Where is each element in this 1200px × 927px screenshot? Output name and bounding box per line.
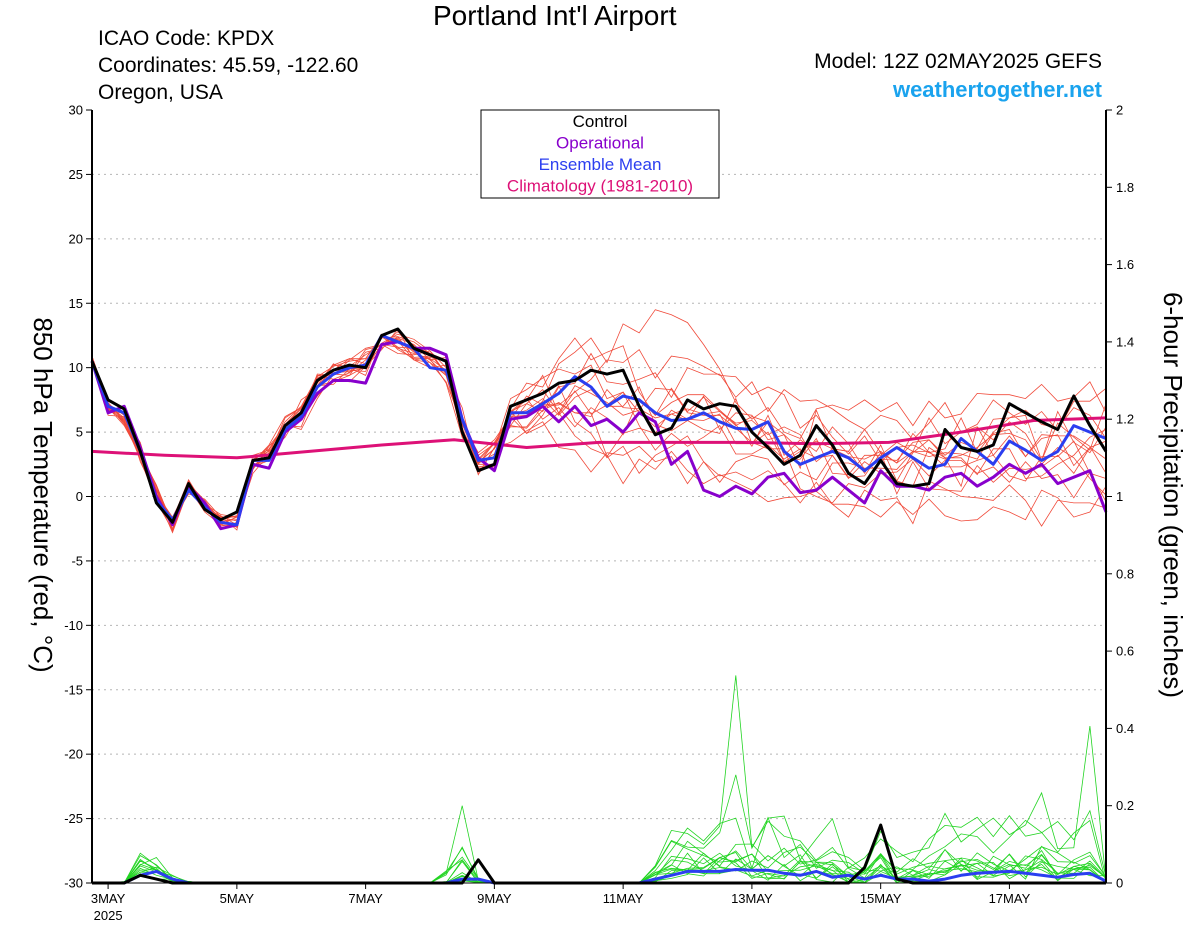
precip-member-line-13 (92, 675, 1107, 884)
left-tick-label: 30 (69, 103, 83, 118)
coordinates: Coordinates: 45.59, -122.60 (98, 54, 359, 77)
x-tick-label: 9MAY (477, 891, 512, 906)
right-tick-label: 0.4 (1116, 721, 1134, 736)
x-tick-label: 7MAY (348, 891, 383, 906)
left-tick-label: -10 (64, 618, 83, 633)
left-tick-label: 25 (69, 167, 83, 182)
left-tick-label: 20 (69, 231, 83, 246)
grid-lines (92, 173, 1106, 820)
left-tick-label: -30 (64, 876, 83, 891)
right-axis-title: 6-hour Precipitation (green, inches) (1158, 292, 1188, 698)
x-tick-label: 5MAY (220, 891, 255, 906)
right-tick-label: 1 (1116, 489, 1123, 504)
left-tick-label: -5 (71, 553, 83, 568)
left-tick-label: -25 (64, 811, 83, 826)
left-axis-ticks: 30 25 20 15 10 5 0 -5 -10 -15 -20 -25 -30 (64, 103, 92, 891)
legend-entry-control: Control (573, 112, 628, 131)
series-line-ensemble-mean (90, 334, 1107, 527)
page-title: Portland Int'l Airport (433, 0, 677, 31)
left-axis-title: 850 hPa Temperature (red, °C) (28, 317, 58, 672)
legend-entry-climatology-1981-2010: Climatology (1981-2010) (507, 177, 693, 196)
series-line-control (90, 327, 1108, 524)
x-tick-label: 15MAY (860, 891, 902, 906)
legend-box (480, 109, 720, 199)
temp-member-line-1 (91, 336, 1107, 521)
left-tick-label: 15 (69, 296, 83, 311)
series-line-ensemble-mean-precipitation (92, 868, 1107, 885)
series-line-climatology-1981-2010 (91, 416, 1107, 460)
legend: Control Operational Ensemble Mean Climatolo… (480, 109, 720, 199)
left-tick-label: 5 (76, 425, 83, 440)
right-tick-label: 1.4 (1116, 334, 1134, 349)
precipitation-ensemble-members (92, 675, 1107, 884)
right-tick-label: 1.8 (1116, 180, 1134, 195)
right-tick-label: 0.6 (1116, 644, 1134, 659)
legend-entry-operational: Operational (556, 134, 644, 153)
temp-member-line-11 (91, 344, 1107, 534)
model-run: Model: 12Z 02MAY2025 GEFS (814, 50, 1102, 73)
x-tick-label: 3MAY (91, 891, 126, 906)
x-tick-label: 11MAY (603, 891, 644, 906)
left-tick-label: 0 (76, 489, 83, 504)
right-tick-label: 0.2 (1116, 798, 1134, 813)
right-tick-label: 0.8 (1116, 566, 1134, 581)
legend-entry-ensemble-mean: Ensemble Mean (539, 155, 662, 174)
series-line-operational (90, 340, 1108, 531)
precip-member-line-5 (92, 816, 1107, 884)
right-tick-label: 1.2 (1116, 412, 1134, 427)
right-tick-label: 2 (1116, 103, 1123, 118)
x-tick-label: 13MAY (731, 891, 773, 906)
series-line-control-precipitation (92, 823, 1106, 885)
left-tick-label: -20 (64, 747, 83, 762)
left-tick-label: -15 (64, 682, 83, 697)
region: Oregon, USA (98, 81, 223, 104)
x-tick-sublabel: 2025 (94, 908, 123, 923)
right-axis-ticks: 2 1.8 1.6 1.4 1.2 1 0.8 0.6 0.4 0.2 0 (1106, 103, 1134, 891)
left-tick-label: 10 (69, 360, 83, 375)
icao-code: ICAO Code: KPDX (98, 27, 275, 50)
main-series (90, 327, 1108, 885)
brand-link[interactable]: weathertogether.net (892, 77, 1102, 102)
x-axis-ticks: 3MAY 2025 5MAY 7MAY 9MAY 11MAY 13MAY 15MAY 17MAY (91, 883, 1031, 923)
right-tick-label: 0 (1116, 876, 1123, 891)
x-tick-label: 17MAY (989, 891, 1031, 906)
right-tick-label: 1.6 (1116, 257, 1134, 272)
